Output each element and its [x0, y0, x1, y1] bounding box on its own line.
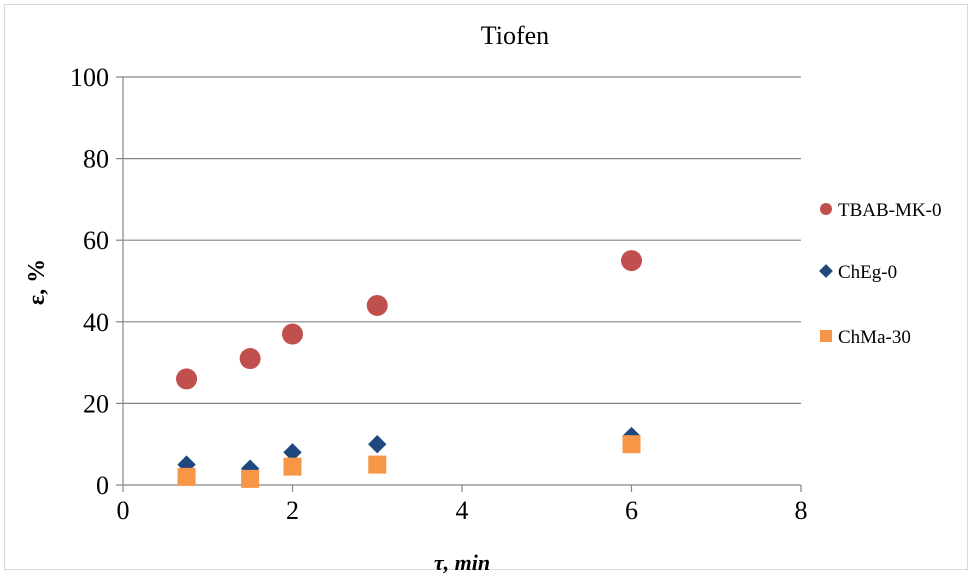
- y-tick-label: 0: [96, 471, 109, 500]
- legend-marker-cheg-0: [819, 264, 833, 278]
- data-point-cheg-0: [283, 443, 302, 462]
- y-tick-label: 60: [83, 226, 109, 255]
- x-tick-label: 8: [795, 496, 808, 525]
- legend-marker-chma-30: [820, 330, 832, 342]
- y-tick-label: 80: [83, 145, 109, 174]
- data-point-tbab-mk-0: [621, 250, 642, 272]
- x-tick-label: 4: [456, 496, 469, 525]
- legend: TBAB-MK-0 ChEg-0 ChMa-30: [819, 200, 941, 348]
- x-tick-label: 2: [286, 496, 299, 525]
- y-tick-label: 100: [70, 63, 109, 92]
- grid-lines: [123, 76, 801, 404]
- data-point-chma-30: [283, 457, 302, 476]
- data-point-cheg-0: [368, 435, 387, 454]
- legend-label: ChMa-30: [838, 327, 911, 348]
- x-tick-label: 6: [625, 496, 638, 525]
- data-point-tbab-mk-0: [366, 294, 388, 316]
- y-axis-label: ε, %: [24, 259, 50, 305]
- y-tick-label: 40: [83, 308, 109, 337]
- tick-labels: 0 20 40 60 80 100 0 2 4 6 8: [70, 63, 808, 525]
- data-point-chma-30: [622, 435, 641, 454]
- legend-label: TBAB-MK-0: [838, 200, 941, 221]
- data-point-tbab-mk-0: [239, 348, 261, 370]
- axes: [116, 76, 802, 492]
- data-point-chma-30: [241, 469, 260, 488]
- x-axis-label: τ, min: [434, 550, 490, 574]
- x-tick-label: 0: [117, 496, 130, 525]
- data-point-chma-30: [368, 455, 387, 474]
- data-point-tbab-mk-0: [282, 323, 303, 345]
- chart-frame: [4, 4, 968, 570]
- data-point-tbab-mk-0: [176, 368, 198, 390]
- chart-title: Tiofen: [481, 21, 549, 50]
- data-point-chma-30: [177, 467, 196, 486]
- legend-marker-tbab-mk-0: [820, 203, 832, 215]
- y-tick-label: 20: [83, 389, 109, 418]
- data-points: [176, 250, 642, 488]
- legend-label: ChEg-0: [838, 262, 897, 283]
